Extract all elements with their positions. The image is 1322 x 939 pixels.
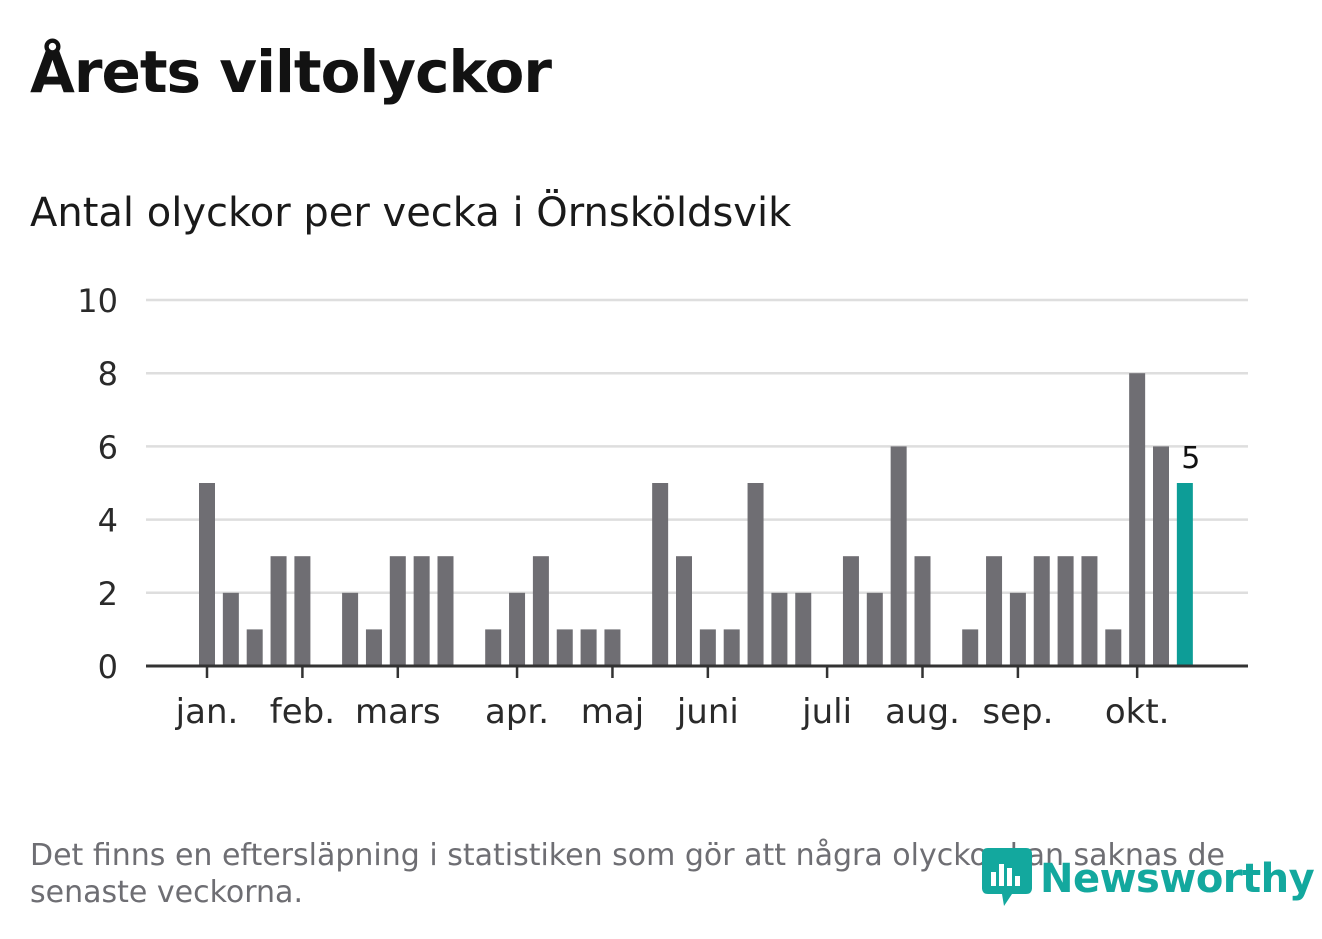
bar-chart: 0 2 4 6 8 10 jan. feb. mars apr. maj juni juli aug. s… [77,282,1248,732]
bars [199,373,1193,666]
y-tick-label: 6 [98,428,118,466]
x-tick-label: sep. [982,692,1053,732]
bar [294,556,311,666]
bar [389,556,406,666]
x-axis-ticks: jan. feb. mars apr. maj juni juli aug. sep. okt. [175,666,1170,732]
y-tick-label: 0 [98,648,118,686]
bar [1081,556,1098,666]
grid-lines [146,298,1248,595]
bar [771,592,788,666]
bar [199,483,215,666]
x-tick-label: feb. [270,692,335,732]
bar [1033,556,1050,666]
data-labels: 5 [1181,441,1200,476]
x-tick-label: juni [676,692,739,732]
x-tick-label: okt. [1105,692,1170,732]
bar [1105,629,1122,666]
bar [222,592,239,666]
bar [723,629,740,666]
bar-highlight [1176,483,1193,666]
newsworthy-logo-icon [982,848,1032,906]
bar [676,556,692,666]
bar [699,629,716,666]
bar [413,556,430,666]
y-tick-label: 10 [77,282,118,320]
x-tick-label: apr. [485,692,549,732]
data-label: 5 [1181,441,1200,476]
chart-title: Årets viltolyckor [30,38,552,106]
y-tick-label: 4 [98,502,118,540]
x-tick-label: mars [355,692,441,732]
x-tick-label: juli [801,692,852,732]
bar [1057,556,1074,666]
bar [1009,592,1026,666]
y-tick-label: 8 [98,355,118,393]
bar [866,592,883,666]
bar [437,556,454,666]
bar [986,556,1003,666]
bar [795,592,812,666]
bar [914,556,931,666]
bar [270,556,287,666]
bar [556,629,573,666]
newsworthy-logo[interactable]: Newsworthy [982,848,1315,910]
bar [652,483,669,666]
y-axis-ticks: 0 2 4 6 8 10 [77,282,118,686]
bar [509,592,526,666]
newsworthy-logo-text: Newsworthy [1040,856,1315,902]
bar [890,446,907,666]
bar [1153,446,1169,666]
x-tick-label: jan. [175,692,239,732]
bar [365,629,382,666]
bar [604,629,621,666]
bar [246,629,263,666]
bar [342,592,359,666]
bar [485,629,502,666]
bar [747,483,764,666]
bar [1129,373,1146,666]
x-tick-label: maj [581,692,644,732]
chart-subtitle: Antal olyckor per vecka i Örnsköldsvik [30,190,792,236]
bar [580,629,597,666]
y-tick-label: 2 [98,575,118,613]
bar [842,556,859,666]
bar [532,556,549,666]
bar [962,629,979,666]
x-tick-label: aug. [885,692,960,732]
